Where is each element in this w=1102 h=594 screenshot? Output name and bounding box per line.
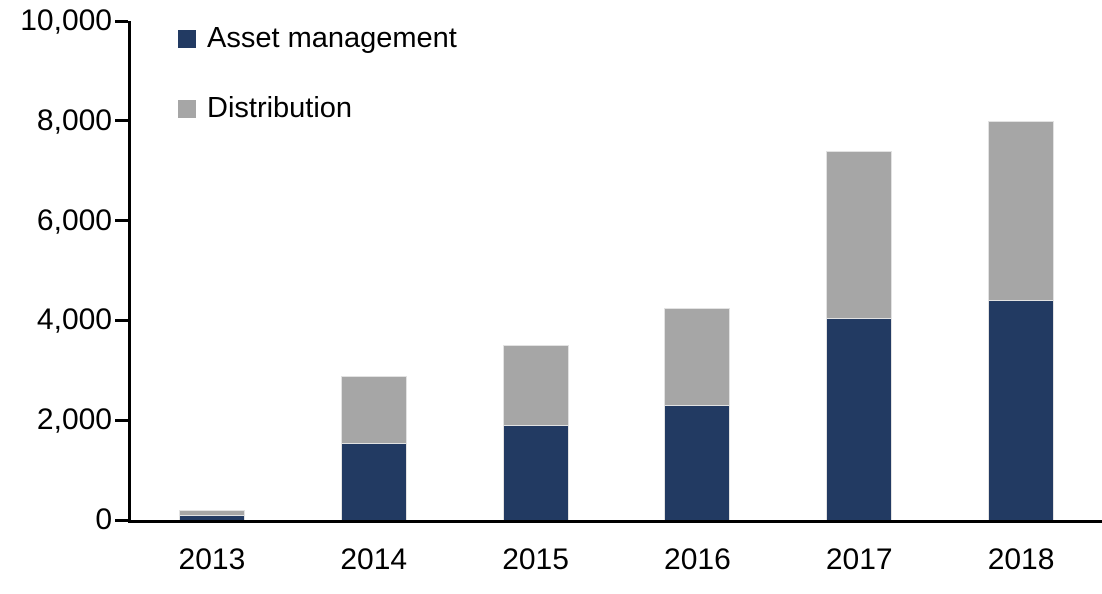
plot-area <box>115 19 1102 523</box>
x-axis-labels: 2013 2014 2015 2016 2017 2018 <box>131 541 1102 585</box>
bar-segment-2016-distribution <box>664 307 731 406</box>
bar-segment-2018-asset-management <box>988 300 1055 520</box>
bar-segment-2017-asset-management <box>826 317 893 520</box>
bar-segment-2014-asset-management <box>340 442 407 520</box>
bar-segment-2015-distribution <box>502 345 569 426</box>
x-axis-tick-label: 2017 <box>825 543 893 576</box>
y-axis-labels: 0 2,000 4,000 6,000 8,000 10,000 <box>0 4 112 536</box>
x-axis-tick-label: 2015 <box>502 543 569 576</box>
legend-swatch-icon <box>178 29 196 48</box>
y-axis-tick-label: 6,000 <box>36 203 112 237</box>
y-axis-tick <box>115 518 128 522</box>
y-axis-tick <box>115 19 128 23</box>
y-axis-tick-label: 0 <box>95 503 112 536</box>
y-axis-tick-label: 2,000 <box>36 403 112 437</box>
bar-2017 <box>826 150 893 520</box>
bar-segment-2013-distribution <box>178 510 245 516</box>
bar-segment-2014-distribution <box>340 376 407 443</box>
y-axis-tick <box>115 219 128 223</box>
y-axis-tick-label: 4,000 <box>36 303 112 337</box>
bar-segment-2015-asset-management <box>502 425 569 520</box>
bar-segment-2017-distribution <box>826 150 893 318</box>
bar-2018 <box>988 120 1055 520</box>
bar-2013 <box>178 510 245 520</box>
x-axis-tick-label: 2014 <box>340 543 408 576</box>
y-axis-tick <box>115 318 128 322</box>
bar-segment-2013-asset-management <box>178 515 245 520</box>
legend-label: Distribution <box>207 92 353 124</box>
bar-segment-2018-distribution <box>988 120 1055 301</box>
legend-swatch-icon <box>178 99 196 118</box>
x-axis-tick-label: 2016 <box>664 543 731 576</box>
y-axis-tick-label: 8,000 <box>36 103 112 137</box>
y-axis-tick-label: 10,000 <box>20 4 112 37</box>
legend-item: Distribution <box>178 92 457 125</box>
bar-2016 <box>664 307 731 520</box>
bar-2015 <box>502 345 569 520</box>
legend: Asset management Distribution <box>178 22 457 125</box>
x-axis-tick-label: 2018 <box>987 543 1055 576</box>
bar-segment-2016-asset-management <box>664 405 731 520</box>
y-axis-tick <box>115 119 128 123</box>
bar-2014 <box>340 376 407 520</box>
x-axis-tick-label: 2013 <box>178 543 246 576</box>
legend-label: Asset management <box>207 22 457 54</box>
y-axis-tick <box>115 418 128 422</box>
legend-item: Asset management <box>178 22 457 55</box>
